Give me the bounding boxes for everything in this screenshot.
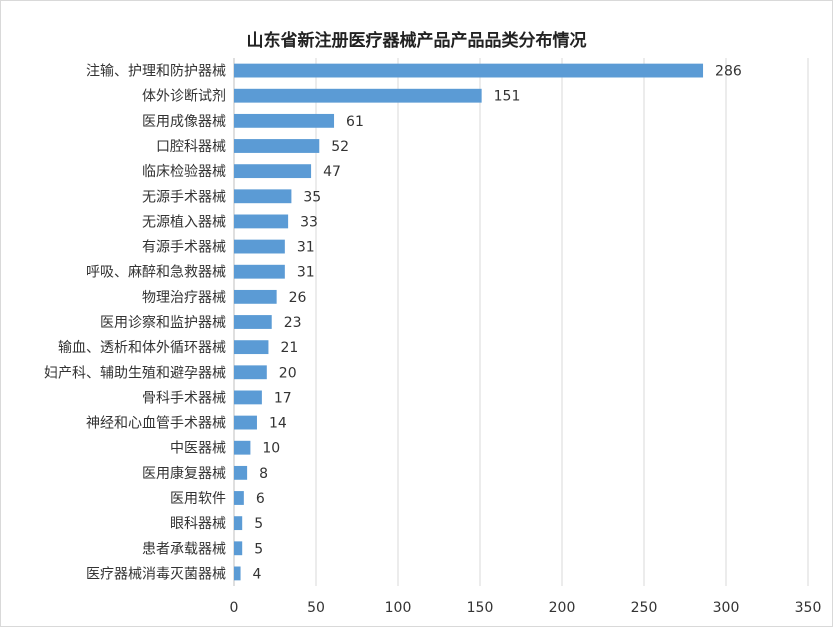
bar xyxy=(234,491,244,505)
value-label: 20 xyxy=(279,365,297,381)
bar xyxy=(234,164,312,179)
value-label: 5 xyxy=(254,516,263,532)
gridlines xyxy=(233,58,809,586)
value-label: 14 xyxy=(269,416,287,432)
value-label: 4 xyxy=(253,566,262,582)
x-tick-label: 250 xyxy=(631,600,658,616)
value-label: 23 xyxy=(284,315,302,331)
bars xyxy=(234,63,704,581)
category-label: 中医器械 xyxy=(170,441,226,457)
x-tick-label: 50 xyxy=(307,600,325,616)
bar xyxy=(234,390,262,405)
bar xyxy=(234,516,243,531)
bar xyxy=(234,440,251,455)
category-label: 体外诊断试剂 xyxy=(142,89,226,105)
value-label: 61 xyxy=(346,114,364,130)
bar xyxy=(234,415,257,430)
category-label: 临床检验器械 xyxy=(142,164,226,180)
category-label: 医用诊察和监护器械 xyxy=(100,314,226,331)
bar xyxy=(234,465,248,480)
value-label: 286 xyxy=(715,64,742,80)
bar xyxy=(234,113,335,128)
value-label: 5 xyxy=(254,541,263,557)
bar xyxy=(234,214,289,229)
category-label: 无源植入器械 xyxy=(142,214,226,230)
bar xyxy=(234,189,292,204)
value-label: 8 xyxy=(259,466,268,482)
bar xyxy=(234,566,241,581)
value-label: 33 xyxy=(300,214,318,230)
x-tick-label: 150 xyxy=(467,600,494,616)
value-label: 52 xyxy=(331,139,349,155)
category-label: 呼吸、麻醉和急救器械 xyxy=(86,265,226,281)
value-label: 17 xyxy=(274,390,292,406)
category-label: 患者承载器械 xyxy=(142,541,226,557)
value-label: 35 xyxy=(303,189,321,205)
category-label: 物理治疗器械 xyxy=(142,290,226,306)
bar xyxy=(234,239,285,254)
bar xyxy=(234,88,482,103)
chart-title: 山东省新注册医疗器械产品产品品类分布情况 xyxy=(246,31,587,51)
x-tick-label: 300 xyxy=(713,600,740,616)
category-label: 医用软件 xyxy=(170,491,226,507)
bar xyxy=(234,365,267,380)
bar xyxy=(234,264,285,279)
bar xyxy=(234,541,243,556)
value-label: 10 xyxy=(262,441,280,457)
bar xyxy=(234,139,320,153)
bar xyxy=(234,315,272,329)
value-label: 26 xyxy=(289,290,307,306)
value-label: 151 xyxy=(494,89,521,105)
category-label: 输血、透析和体外循环器械 xyxy=(58,340,226,356)
category-label: 医用成像器械 xyxy=(142,114,226,130)
category-label: 骨科手术器械 xyxy=(142,390,226,406)
category-label: 妇产科、辅助生殖和避孕器械 xyxy=(44,364,226,381)
category-label: 眼科器械 xyxy=(170,516,226,532)
value-label: 6 xyxy=(256,491,265,507)
x-tick-label: 0 xyxy=(230,600,239,616)
category-label: 医疗器械消毒灭菌器械 xyxy=(86,566,226,582)
value-label: 31 xyxy=(297,240,315,256)
bar xyxy=(234,63,704,78)
category-label: 有源手术器械 xyxy=(142,240,226,256)
bar xyxy=(234,340,269,355)
category-label: 注输、护理和防护器械 xyxy=(86,64,226,80)
category-label: 医用康复器械 xyxy=(142,465,226,482)
category-label: 口腔科器械 xyxy=(156,139,226,155)
x-tick-label: 100 xyxy=(385,600,412,616)
category-labels: 注输、护理和防护器械体外诊断试剂医用成像器械口腔科器械临床检验器械无源手术器械无… xyxy=(44,64,226,583)
x-tick-label: 200 xyxy=(549,600,576,616)
value-label: 47 xyxy=(323,164,341,180)
x-tick-label: 350 xyxy=(795,600,822,616)
x-tick-labels: 0 50 100 150 200 250 300 350 xyxy=(230,600,822,616)
value-label: 31 xyxy=(297,265,315,281)
value-label: 21 xyxy=(280,340,298,356)
category-label: 无源手术器械 xyxy=(142,189,226,205)
bar xyxy=(234,289,277,304)
category-label: 神经和心血管手术器械 xyxy=(86,416,226,432)
